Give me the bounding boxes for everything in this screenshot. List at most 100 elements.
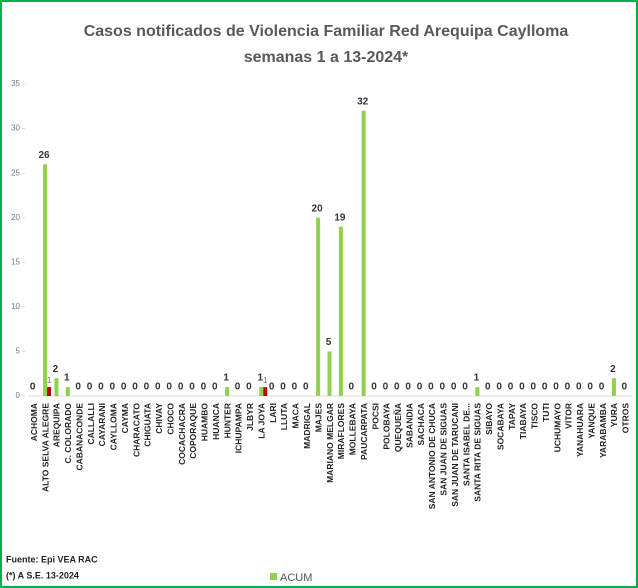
bar: [259, 387, 264, 396]
data-label: 0: [405, 382, 411, 393]
x-tick-label: C. COLORADO: [63, 403, 73, 464]
x-tick-label: OTROS: [621, 403, 631, 434]
x-tick-label: MACA: [291, 403, 301, 429]
x-tick-label: CAYLLOMA: [109, 403, 119, 450]
bar: [43, 164, 48, 396]
data-label: 0: [87, 382, 93, 393]
data-label: 0: [155, 382, 161, 393]
data-label: 0: [622, 382, 628, 393]
data-label: 0: [496, 382, 502, 393]
data-label: 0: [451, 382, 457, 393]
bar: [54, 378, 59, 396]
x-tick-label: YANAHUARA: [575, 403, 585, 457]
data-label: 0: [30, 382, 36, 393]
x-tick-label: AREQUIPA: [52, 403, 62, 447]
legend-swatch: [270, 573, 277, 580]
x-tick-label: TUTI: [541, 403, 551, 422]
bar: [611, 378, 616, 396]
x-tick-label: YURA: [609, 403, 619, 427]
x-tick-label: PAUCARPATA: [359, 403, 369, 460]
data-label: 0: [519, 382, 525, 393]
x-tick-label: MAJES: [313, 403, 323, 433]
bar: [225, 387, 230, 396]
data-label: 2: [610, 364, 616, 375]
x-tick-label: ACHOMA: [29, 403, 39, 441]
data-label: 0: [189, 382, 195, 393]
note: Fuente: Epi VEA RAC: [6, 554, 98, 564]
x-tick-label: UCHUMAYO: [552, 403, 562, 453]
x-tick-label: LARI: [268, 403, 278, 423]
data-label: 0: [246, 382, 252, 393]
data-label: 0: [371, 382, 377, 393]
x-tick-label: CAYMA: [120, 403, 130, 433]
legend-label: ACUM: [280, 572, 312, 584]
data-label: 0: [383, 382, 389, 393]
x-tick-label: CHIVAY: [154, 403, 164, 434]
data-label: 0: [576, 382, 582, 393]
data-label: 0: [75, 382, 81, 393]
x-tick-label: SANTA ISABEL DE...: [461, 403, 471, 486]
data-label: 5: [326, 337, 332, 348]
x-tick-label: CHARACATO: [131, 403, 141, 457]
data-label: 0: [439, 382, 445, 393]
bar: [327, 351, 332, 396]
data-label: 0: [121, 382, 127, 393]
x-tick-label: SAN JUAN DE TARUCANI: [450, 403, 460, 507]
data-label: 1: [263, 376, 268, 385]
x-tick-label: LA JOYA: [256, 403, 266, 439]
bar: [65, 387, 70, 396]
x-tick-label: POCSI: [370, 403, 380, 429]
x-tick-label: ALTO SELVA ALEGRE: [40, 403, 50, 492]
x-tick-label: TIABAYA: [518, 403, 528, 439]
data-label: 0: [531, 382, 537, 393]
x-tick-label: CAYARANI: [97, 403, 107, 446]
x-tick-label: CALLALLI: [86, 403, 96, 445]
x-tick-label: LLUTA: [279, 403, 289, 430]
data-label: 0: [462, 382, 468, 393]
bar: [316, 217, 321, 396]
y-tick-label: 30: [11, 124, 20, 133]
x-tick-label: MADRIGAL: [302, 403, 312, 449]
y-tick-label: 15: [11, 257, 20, 266]
x-tick-label: TISCO: [530, 403, 540, 429]
x-tick-label: COCACHACRA: [177, 403, 187, 465]
chart-subtitle: semanas 1 a 13-2024*: [244, 49, 409, 66]
x-tick-label: SANTA RITA DE SIGUAS: [473, 403, 483, 502]
y-tick-label: 25: [11, 168, 20, 177]
y-tick-label: 20: [11, 213, 20, 222]
data-label: 1: [47, 376, 52, 385]
data-label: 1: [257, 373, 263, 384]
y-tick-label: 10: [11, 302, 20, 311]
y-tick-label: 5: [16, 347, 21, 356]
note: (*) A S.E. 13-2024: [6, 570, 79, 580]
data-label: 0: [508, 382, 514, 393]
data-label: 0: [212, 382, 218, 393]
x-tick-label: TAPAY: [507, 403, 517, 430]
x-tick-label: SACHACA: [416, 403, 426, 446]
x-tick-label: HUAMBO: [200, 403, 210, 442]
x-tick-label: QUEQUEÑA: [393, 403, 403, 452]
data-label: 1: [474, 373, 480, 384]
data-label: 19: [334, 212, 346, 223]
y-tick-label: 35: [11, 79, 20, 88]
x-tick-label: SAN ANTONIO DE CHUCA: [427, 403, 437, 509]
data-label: 26: [39, 150, 51, 161]
data-label: 0: [417, 382, 423, 393]
data-label: 0: [587, 382, 593, 393]
data-label: 0: [292, 382, 298, 393]
x-tick-label: MIRAFLORES: [336, 403, 346, 460]
data-label: 0: [132, 382, 138, 393]
x-tick-label: YANQUE: [586, 403, 596, 439]
data-label: 0: [144, 382, 150, 393]
x-tick-label: POLOBAYA: [382, 403, 392, 450]
x-tick-label: CHIGUATA: [143, 403, 153, 447]
x-tick-label: JLBYR: [245, 403, 255, 431]
bar: [263, 387, 268, 396]
data-label: 0: [428, 382, 434, 393]
data-label: 1: [223, 373, 229, 384]
x-tick-label: SABANDIA: [404, 403, 414, 448]
data-label: 0: [542, 382, 548, 393]
data-label: 1: [64, 373, 70, 384]
data-label: 0: [98, 382, 104, 393]
data-label: 20: [312, 203, 324, 214]
